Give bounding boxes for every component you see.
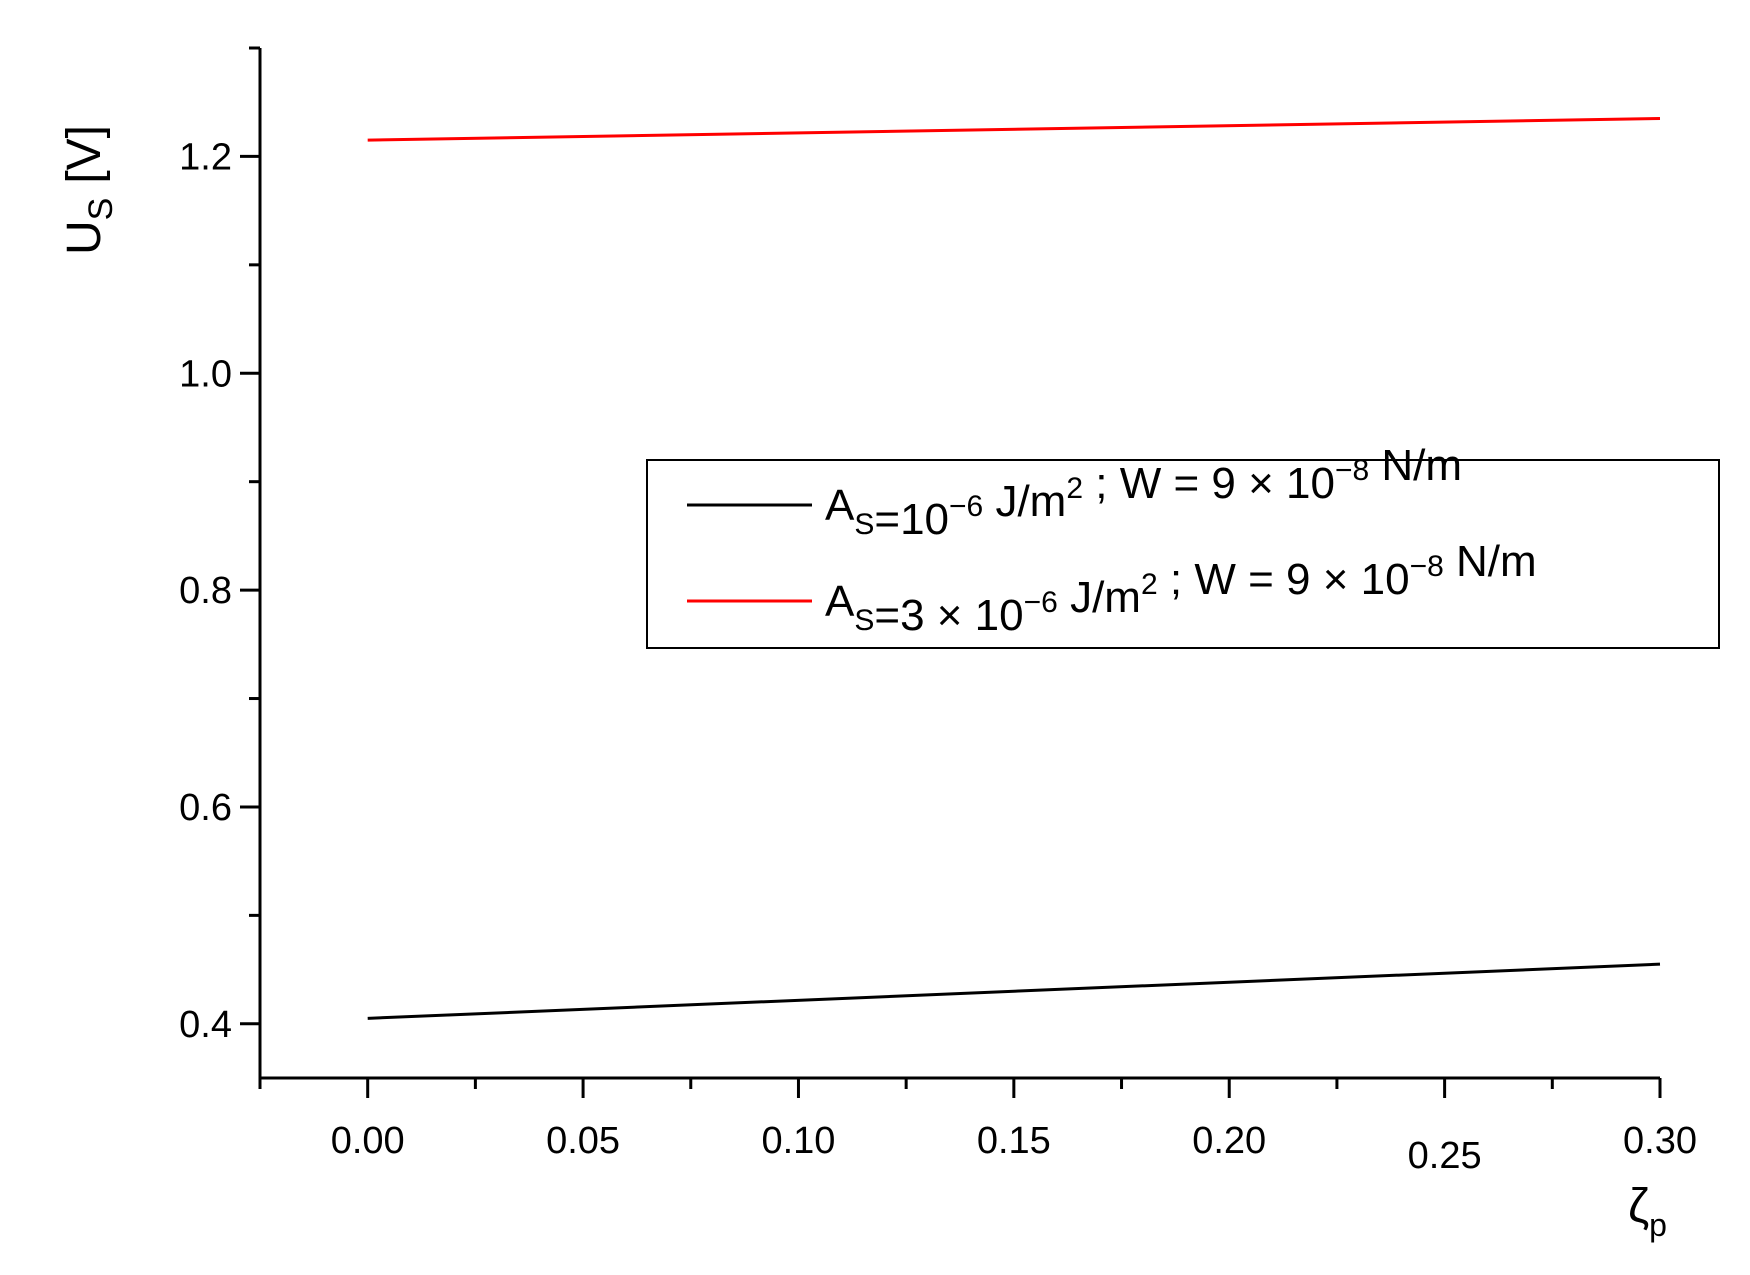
y-tick-label: 1.0 (179, 353, 232, 395)
y-axis-title-subscript: S (82, 198, 120, 221)
x-tick-label: 0.15 (977, 1120, 1051, 1162)
legend-label-1: AS=10−6 J/m2 ; W = 9 × 10−8 N/m (825, 441, 1462, 544)
x-axis-title-symbol: ζ (1628, 1180, 1649, 1233)
legend-label-part: =3 × 10 (874, 591, 1023, 640)
x-tick-label: 0.25 (1408, 1135, 1482, 1177)
legend-label-part: N/m (1444, 537, 1537, 586)
y-tick-label: 0.8 (179, 570, 232, 612)
legend-label-part: S (854, 604, 874, 637)
legend-label-2: AS=3 × 10−6 J/m2 ; W = 9 × 10−8 N/m (825, 537, 1537, 640)
legend-label-part: ; W = 9 × 10 (1083, 459, 1335, 508)
y-axis-title-unit: [V] (58, 125, 111, 184)
legend: AS=10−6 J/m2 ; W = 9 × 10−8 N/mAS=3 × 10… (646, 441, 1720, 649)
x-tick-label: 0.20 (1192, 1120, 1266, 1162)
legend-label-part: J/m (1058, 573, 1141, 622)
x-axis-title-subscript: p (1649, 1207, 1667, 1243)
legend-label-part: ; W = 9 × 10 (1158, 555, 1410, 604)
x-tick-label: 0.00 (331, 1120, 405, 1162)
legend-label-part: −6 (949, 490, 983, 523)
y-tick-label: 1.2 (179, 136, 232, 178)
series-line-1 (367, 962, 1661, 1020)
legend-label-part: S (854, 508, 874, 541)
ticks: 0.00 0.05 0.10 0.15 0.20 0.25 0.30 0.4 0.6 0.8 1.0… (179, 46, 1697, 1177)
legend-label-part: =10 (874, 495, 949, 544)
y-axis-title: US [V] (58, 125, 120, 255)
x-tick-label: 0.30 (1623, 1120, 1697, 1162)
x-axis-title: ζp (1628, 1180, 1667, 1243)
legend-label-part: 2 (1141, 568, 1158, 601)
series-line-2 (367, 116, 1661, 142)
y-axis-title-main: U (58, 220, 111, 255)
legend-label-part: −6 (1024, 586, 1058, 619)
y-tick-label: 0.4 (179, 1004, 232, 1046)
series-group (367, 116, 1661, 1020)
legend-label-part: A (825, 577, 855, 626)
legend-label-part: J/m (983, 477, 1066, 526)
legend-label-part: 2 (1066, 472, 1083, 505)
legend-label-part: A (825, 481, 855, 530)
x-tick-label: 0.10 (761, 1120, 835, 1162)
x-tick-label: 0.05 (546, 1120, 620, 1162)
y-tick-label: 0.6 (179, 787, 232, 829)
legend-label-part: N/m (1369, 441, 1462, 490)
legend-box (646, 459, 1720, 649)
legend-label-part: −8 (1410, 550, 1444, 583)
legend-label-part: −8 (1335, 454, 1369, 487)
